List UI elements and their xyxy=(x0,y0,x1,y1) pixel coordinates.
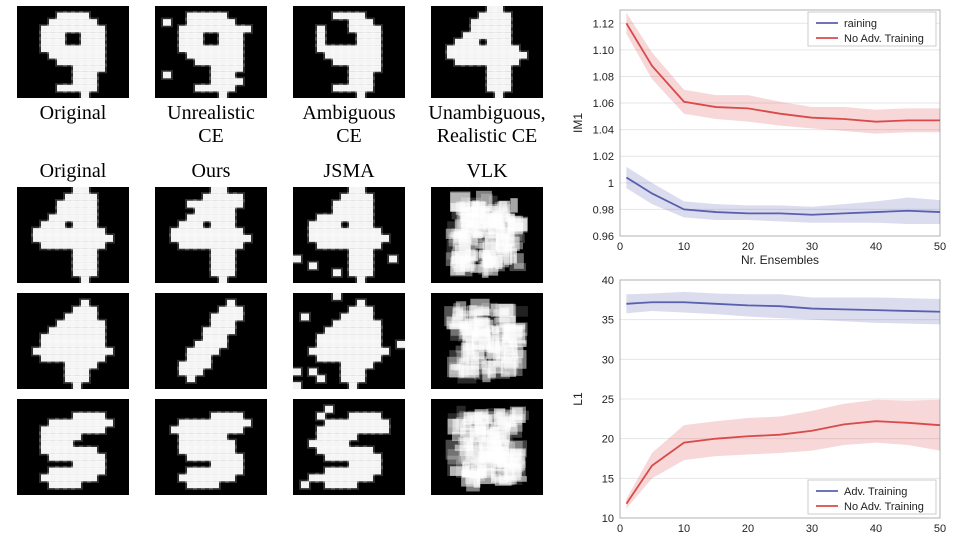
digit-unrealistic-ce xyxy=(155,6,267,98)
caption-original: Original xyxy=(40,102,107,125)
svg-text:1: 1 xyxy=(608,178,614,190)
top-cell-0: Original xyxy=(14,6,132,148)
svg-text:1.08: 1.08 xyxy=(593,71,614,83)
svg-text:35: 35 xyxy=(602,315,614,327)
svg-text:Adv. Training: Adv. Training xyxy=(844,486,907,498)
method-original: Original xyxy=(14,160,132,183)
svg-text:50: 50 xyxy=(934,523,946,535)
svg-text:No Adv. Training: No Adv. Training xyxy=(844,33,924,45)
cell-r2c3 xyxy=(431,399,543,495)
svg-text:1.04: 1.04 xyxy=(593,125,614,137)
method-ours: Ours xyxy=(152,160,270,183)
svg-text:1.02: 1.02 xyxy=(593,151,614,163)
cell-r2c0 xyxy=(17,399,129,495)
svg-text:IM1: IM1 xyxy=(571,113,585,133)
svg-text:0: 0 xyxy=(617,241,623,253)
top-cell-3: Unambiguous, Realistic CE xyxy=(428,6,546,148)
grid-row-1 xyxy=(14,293,546,389)
digit-gallery: Original Unrealistic CE Ambiguous CE Una… xyxy=(0,0,560,540)
svg-text:1.10: 1.10 xyxy=(593,45,614,57)
digit-realistic-ce xyxy=(431,6,543,98)
caption-unrealistic: Unrealistic CE xyxy=(167,102,255,148)
svg-text:raining: raining xyxy=(844,18,877,30)
top-cell-1: Unrealistic CE xyxy=(152,6,270,148)
svg-text:10: 10 xyxy=(602,513,614,525)
svg-text:30: 30 xyxy=(602,354,614,366)
svg-text:25: 25 xyxy=(602,394,614,406)
svg-text:10: 10 xyxy=(678,241,690,253)
top-row: Original Unrealistic CE Ambiguous CE Una… xyxy=(0,0,560,148)
cell-r1c3 xyxy=(431,293,543,389)
top-cell-2: Ambiguous CE xyxy=(290,6,408,148)
svg-text:10: 10 xyxy=(678,523,690,535)
grid-row-2 xyxy=(14,399,546,495)
digit-ambiguous-ce xyxy=(293,6,405,98)
svg-text:L1: L1 xyxy=(571,392,585,406)
svg-text:Nr. Ensembles: Nr. Ensembles xyxy=(741,253,819,267)
svg-text:20: 20 xyxy=(742,523,754,535)
svg-text:No Adv. Training: No Adv. Training xyxy=(844,501,924,513)
svg-text:40: 40 xyxy=(870,523,882,535)
svg-text:15: 15 xyxy=(602,473,614,485)
methods-row: Original Ours JSMA VLK xyxy=(0,148,560,185)
grid-row-0 xyxy=(14,187,546,283)
cell-r0c0 xyxy=(17,187,129,283)
cell-r1c0 xyxy=(17,293,129,389)
caption-ambiguous: Ambiguous CE xyxy=(302,102,395,148)
cell-r1c1 xyxy=(155,293,267,389)
digit-original-9 xyxy=(17,6,129,98)
cell-r0c1 xyxy=(155,187,267,283)
cell-r2c2 xyxy=(293,399,405,495)
svg-text:0.96: 0.96 xyxy=(593,231,614,243)
svg-text:20: 20 xyxy=(602,434,614,446)
cell-r0c2 xyxy=(293,187,405,283)
svg-text:30: 30 xyxy=(806,523,818,535)
cell-r1c2 xyxy=(293,293,405,389)
cell-r2c1 xyxy=(155,399,267,495)
svg-text:40: 40 xyxy=(870,241,882,253)
charts-panel: 0.960.9811.021.041.061.081.101.120102030… xyxy=(560,0,960,540)
svg-text:1.06: 1.06 xyxy=(593,98,614,110)
svg-text:0: 0 xyxy=(617,523,623,535)
grid xyxy=(0,185,560,495)
caption-realistic: Unambiguous, Realistic CE xyxy=(428,102,545,148)
svg-text:50: 50 xyxy=(934,241,946,253)
svg-text:20: 20 xyxy=(742,241,754,253)
method-vlk: VLK xyxy=(428,160,546,183)
svg-text:1.12: 1.12 xyxy=(593,18,614,30)
method-jsma: JSMA xyxy=(290,160,408,183)
svg-text:40: 40 xyxy=(602,275,614,287)
svg-text:30: 30 xyxy=(806,241,818,253)
svg-text:0.98: 0.98 xyxy=(593,204,614,216)
chart-im1: 0.96 0.98 1 1.02 1.04 1.06 1.08 1.10 1.12 0 10 20 30… xyxy=(568,0,952,270)
cell-r0c3 xyxy=(431,187,543,283)
chart-l1: 1015202530354001020304050L1Adv. Training… xyxy=(568,270,952,540)
